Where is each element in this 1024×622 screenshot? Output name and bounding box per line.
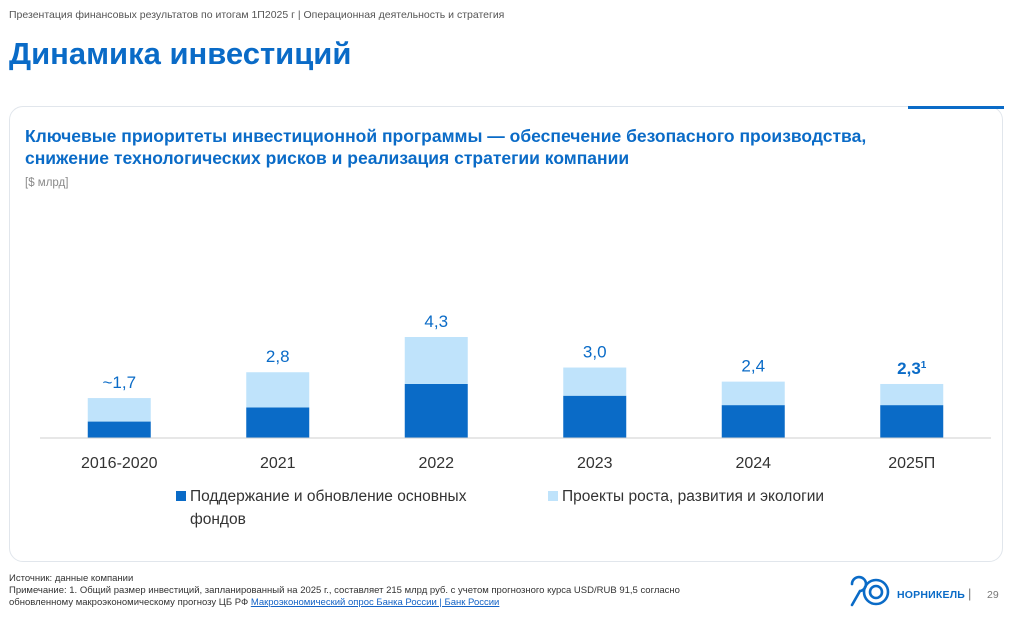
legend-item-maintenance-line1: Поддержание и обновление основных — [190, 488, 467, 505]
chart-heading: Ключевые приоритеты инвестиционной прогр… — [25, 125, 1000, 169]
chart-heading-line1: Ключевые приоритеты инвестиционной прогр… — [25, 126, 867, 146]
chart-card — [9, 106, 1003, 562]
footer-note-line2: обновленному макроэкономическому прогноз… — [9, 597, 680, 609]
bar-maintenance-4 — [721, 405, 785, 438]
card-accent-bar — [908, 106, 1004, 109]
category-label-1: 2021 — [260, 455, 296, 472]
macro-survey-link[interactable]: Макроэкономический опрос Банка России | … — [250, 597, 500, 608]
breadcrumb: Презентация финансовых результатов по ит… — [9, 9, 505, 21]
footer-note-line2-text: обновленному макроэкономическому прогноз… — [9, 597, 251, 608]
category-label-5: 2025П — [888, 455, 935, 472]
total-label-2: 4,3 — [424, 312, 448, 331]
bar-maintenance-3 — [563, 395, 627, 438]
bar-growth-4 — [721, 381, 785, 406]
nornickel-logo-icon — [850, 575, 890, 607]
unit-label: [$ млрд] — [25, 177, 69, 189]
chart-heading-line2: снижение технологических рисков и реализ… — [25, 148, 630, 168]
bar-maintenance-5 — [880, 405, 944, 438]
bar-maintenance-2 — [404, 383, 468, 438]
legend-swatch-growth — [548, 491, 558, 501]
total-label-1: 2,8 — [266, 347, 290, 366]
footer-note: Источник: данные компании Примечание: 1.… — [9, 573, 680, 609]
category-label-2: 2022 — [418, 455, 454, 472]
bar-maintenance-1 — [246, 407, 310, 438]
total-label-0: ~1,7 — [102, 373, 136, 392]
legend-item-maintenance-line2: фондов — [190, 511, 246, 528]
legend-item-growth: Проекты роста, развития и экологии — [562, 488, 825, 505]
legend-item-maintenance: Поддержание и обновление основных фондов — [190, 485, 466, 531]
bar-growth-0 — [87, 398, 151, 422]
category-label-3: 2023 — [577, 455, 613, 472]
brand-name: НОРНИКЕЛЬ — [897, 589, 966, 601]
category-label-0: 2016-2020 — [81, 455, 158, 472]
bar-growth-5 — [880, 383, 944, 406]
total-footnote-5: 1 — [921, 360, 927, 371]
bar-maintenance-0 — [87, 421, 151, 438]
footer-note-line1: Примечание: 1. Общий размер инвестиций, … — [9, 585, 680, 596]
bar-growth-1 — [246, 372, 310, 408]
bar-growth-2 — [404, 337, 468, 384]
footer-source: Источник: данные компании — [9, 573, 134, 584]
footer-separator: | — [968, 586, 972, 601]
total-label-3: 3,0 — [583, 343, 607, 362]
category-label-4: 2024 — [735, 455, 771, 472]
page-title: Динамика инвестиций — [9, 36, 352, 71]
bar-growth-3 — [563, 367, 627, 396]
legend-swatch-maintenance — [176, 491, 186, 501]
total-label-4: 2,4 — [741, 357, 765, 376]
total-label-5: 2,31 — [897, 359, 927, 378]
page-number: 29 — [987, 589, 999, 601]
